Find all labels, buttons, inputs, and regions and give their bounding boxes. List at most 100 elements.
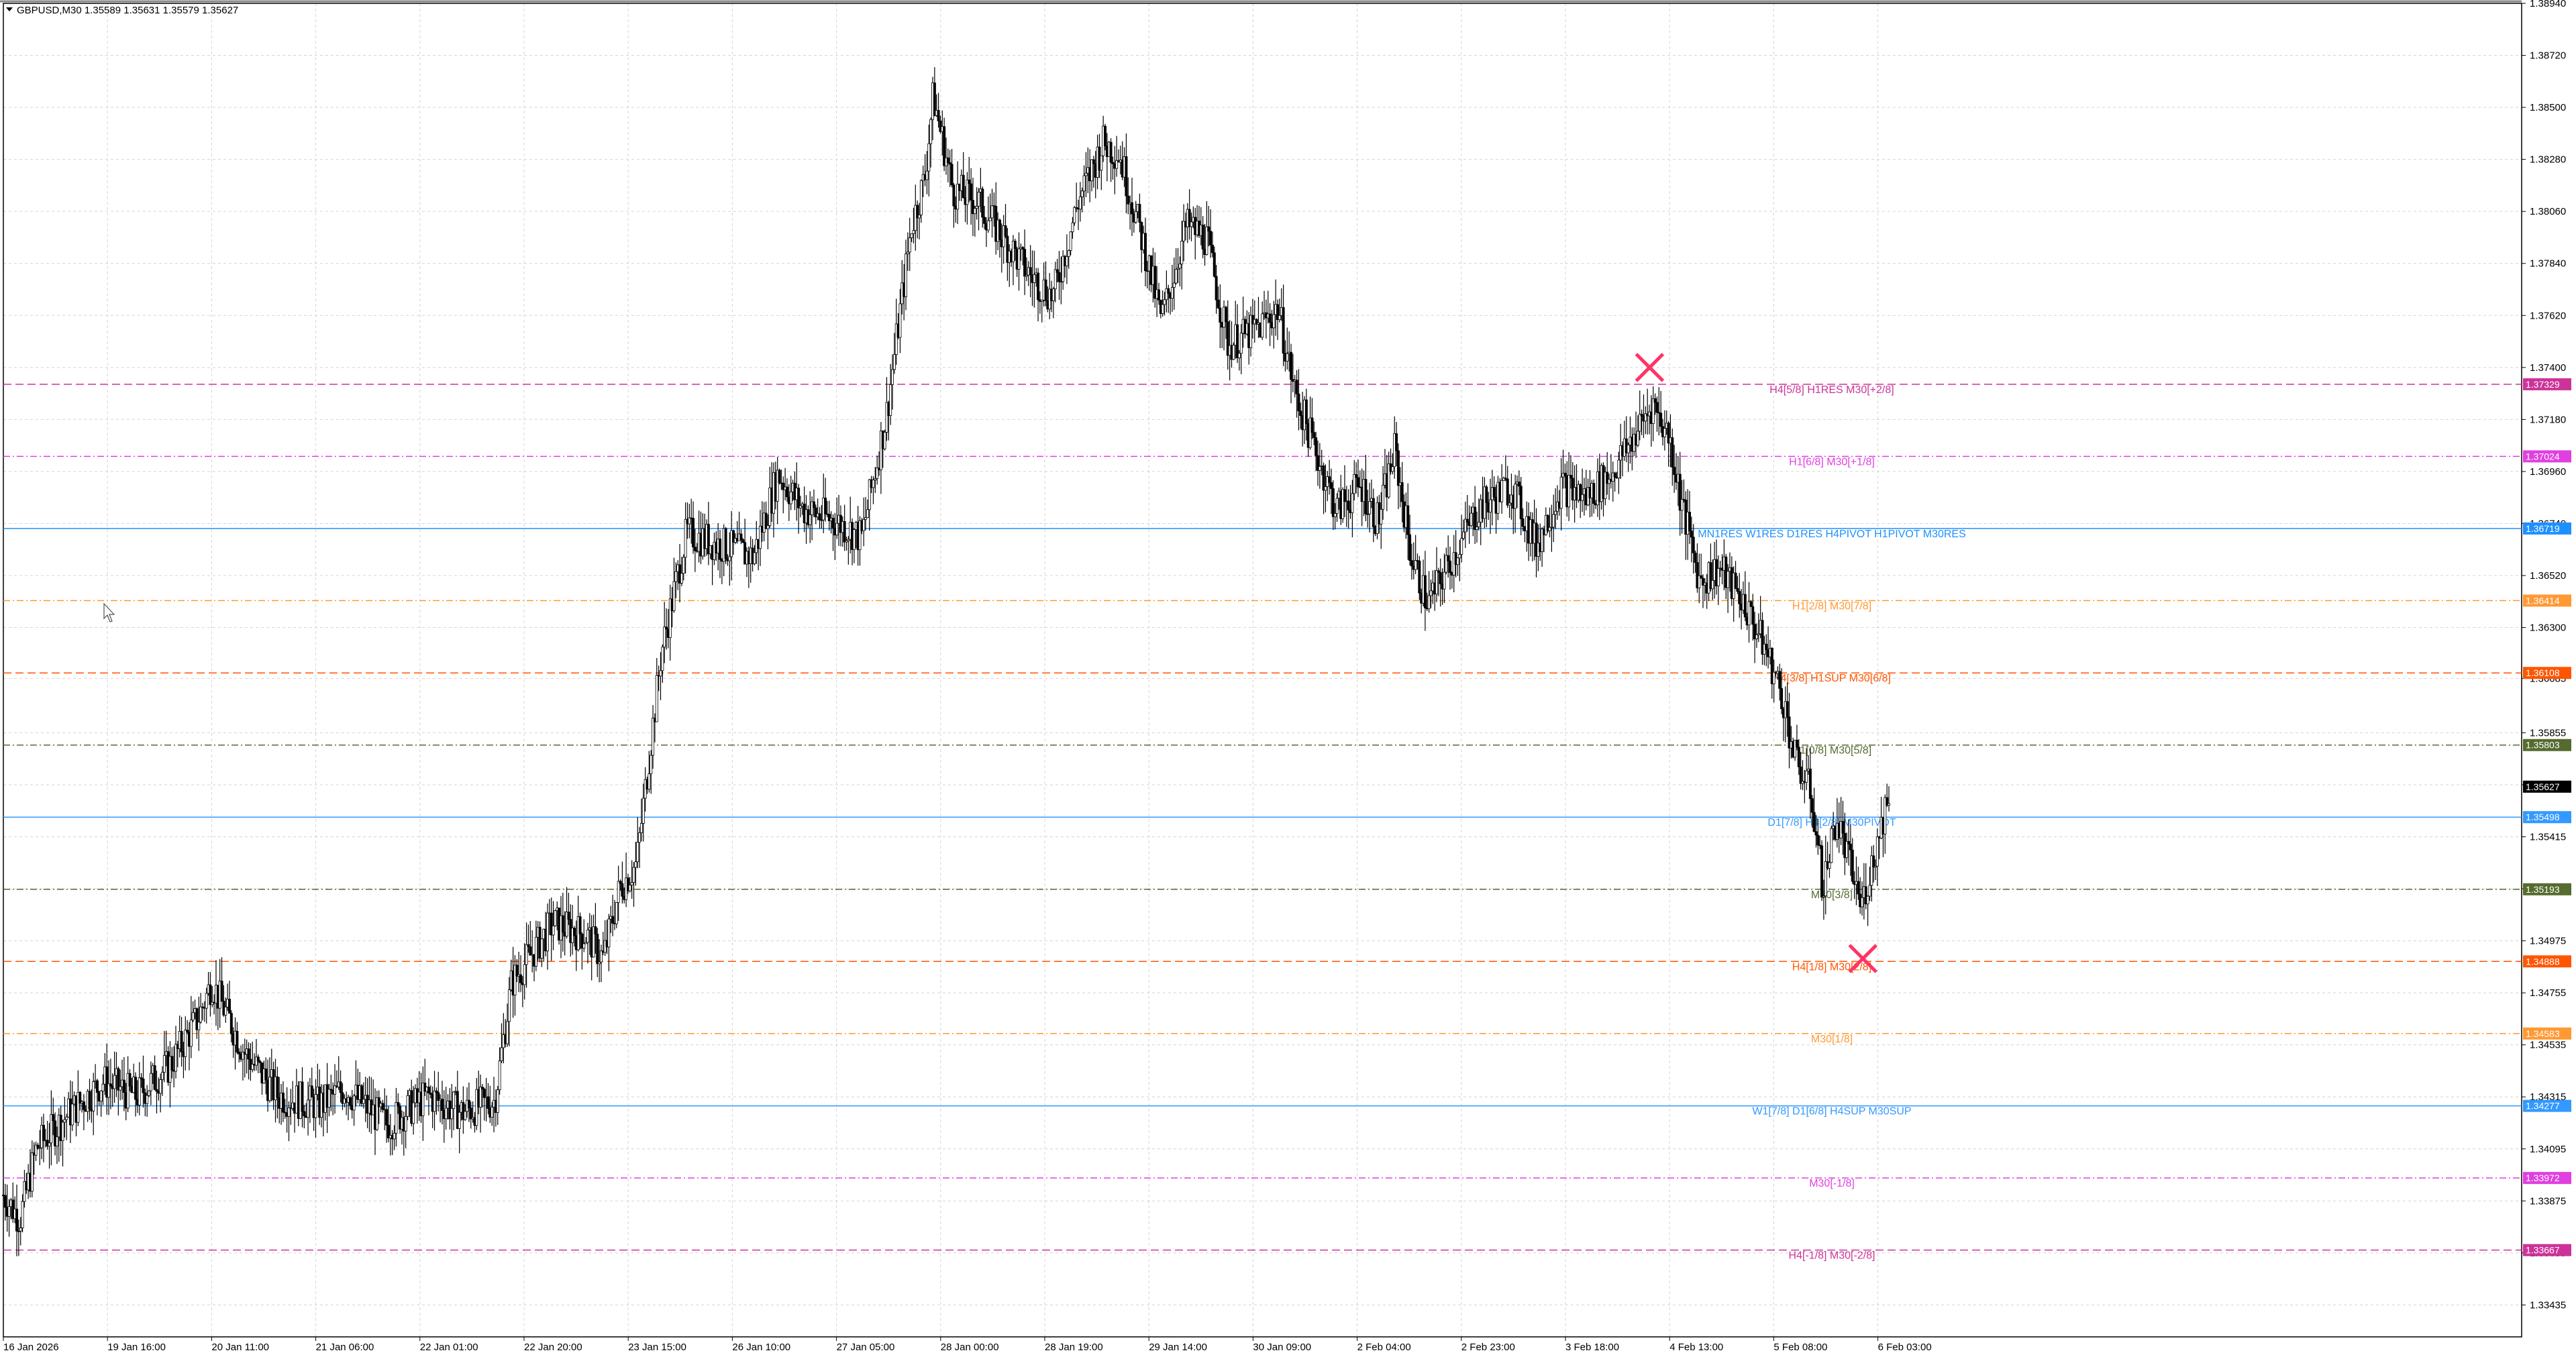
price-badge	[2523, 1244, 2571, 1256]
candle-body	[1304, 399, 1308, 424]
x-tick-label: 19 Jan 16:00	[107, 1342, 166, 1353]
candle-body	[843, 521, 846, 543]
x-tick-label: 4 Feb 13:00	[1669, 1342, 1723, 1353]
price-badge-label: 1.34888	[2526, 956, 2560, 967]
candle-body	[1866, 895, 1869, 905]
candle-body	[126, 1073, 130, 1109]
candle-body	[970, 183, 973, 201]
candle-body	[950, 164, 954, 186]
candle-body	[1153, 266, 1157, 299]
candle-body	[1201, 224, 1204, 250]
level-label: H1[2/8] M30[7/8]	[1792, 600, 1871, 612]
price-badge	[2523, 450, 2571, 463]
candle-body	[95, 1080, 99, 1093]
candle-body	[1506, 478, 1509, 506]
candle-body	[1667, 423, 1670, 444]
candle-body	[1653, 398, 1657, 403]
candle-body	[971, 200, 974, 215]
candle-body	[1364, 479, 1368, 514]
candle-body	[732, 530, 735, 543]
candle-body	[986, 220, 990, 231]
candle-body	[385, 1109, 389, 1126]
candle-body	[652, 718, 655, 756]
candle-body	[264, 1069, 268, 1081]
candle-body	[1104, 125, 1107, 147]
candle-body	[1055, 269, 1059, 273]
x-tick-label: 29 Jan 14:00	[1149, 1342, 1207, 1353]
candle-body	[818, 513, 821, 521]
candle-body	[1176, 268, 1180, 270]
candle-body	[1078, 197, 1082, 210]
candle-body	[1474, 506, 1477, 530]
candle-body	[1517, 482, 1521, 487]
candle-body	[621, 883, 624, 897]
candle-body	[567, 912, 570, 920]
candle-body	[1396, 450, 1400, 486]
mouse-cursor-icon	[103, 602, 115, 622]
candle-body	[1100, 155, 1103, 171]
candle-body	[1786, 701, 1789, 718]
candle-body	[3, 1195, 7, 1208]
y-tick-label: 1.33875	[2530, 1195, 2566, 1207]
candle-body	[596, 934, 599, 965]
candle-body	[523, 964, 526, 985]
candle-body	[1290, 351, 1293, 380]
candle-body	[1709, 562, 1712, 590]
candle-body	[162, 1055, 166, 1073]
candle-body	[314, 1094, 317, 1118]
candle-body	[889, 384, 892, 416]
candle-body	[1408, 534, 1412, 561]
candle-body	[1875, 836, 1879, 867]
candle-body	[692, 518, 695, 547]
chart-header: GBPUSD,M30 1.35589 1.35631 1.35579 1.356…	[6, 5, 238, 16]
candle-body	[1286, 353, 1289, 362]
y-tick-label: 1.34535	[2530, 1040, 2566, 1051]
candle-body	[1080, 191, 1084, 197]
candle-body	[61, 1122, 64, 1141]
y-tick-label: 1.37840	[2530, 258, 2566, 270]
candle-body	[142, 1079, 145, 1093]
candle-body	[1316, 455, 1319, 471]
candle-body	[719, 539, 722, 560]
candle-body	[1090, 159, 1094, 182]
candle-body	[333, 1085, 337, 1095]
candle-body	[527, 944, 530, 947]
candle-body	[174, 1044, 178, 1072]
candle-body	[892, 354, 896, 370]
candle-body	[1029, 267, 1032, 276]
candle-body	[1418, 560, 1421, 594]
x-tick-label: 22 Jan 01:00	[420, 1342, 478, 1353]
candle-body	[630, 882, 633, 885]
candle-body	[599, 950, 603, 963]
candle-body	[458, 1111, 461, 1129]
candle-body	[1861, 897, 1864, 908]
candle-body	[905, 254, 908, 297]
candle-body	[1810, 798, 1814, 813]
candle-body	[268, 1077, 271, 1101]
candle-body	[500, 1047, 503, 1061]
candle-body	[1765, 643, 1768, 651]
y-tick-label: 1.35415	[2530, 832, 2566, 843]
candle-body	[929, 119, 933, 144]
y-tick-label: 1.37620	[2530, 310, 2566, 321]
candle-body	[1550, 527, 1553, 529]
dropdown-triangle-icon[interactable]	[6, 7, 13, 11]
y-tick-label: 1.34755	[2530, 987, 2566, 999]
candle-body	[1808, 768, 1812, 800]
candle-body	[404, 1116, 407, 1132]
candle-body	[1172, 282, 1176, 288]
candle-body	[1219, 307, 1222, 323]
candle-body	[437, 1092, 440, 1101]
candle-body	[1857, 881, 1860, 895]
time-axis[interactable]: 16 Jan 2026 19 Jan 16:00 20 Jan 11:00 21 Ja…	[3, 1337, 1932, 1353]
candle-body	[1333, 513, 1337, 517]
candle-body	[1347, 500, 1350, 510]
x-tick-label: 20 Jan 11:00	[211, 1342, 269, 1353]
candle-body	[159, 1079, 162, 1094]
level-label: M30[3/8]	[1811, 889, 1853, 901]
candle-body	[1236, 324, 1239, 358]
candle-body	[23, 1181, 26, 1202]
price-badges: 1.37329 1.37024 1.36719 1.36414 1.36108 1.358…	[2523, 378, 2571, 1256]
